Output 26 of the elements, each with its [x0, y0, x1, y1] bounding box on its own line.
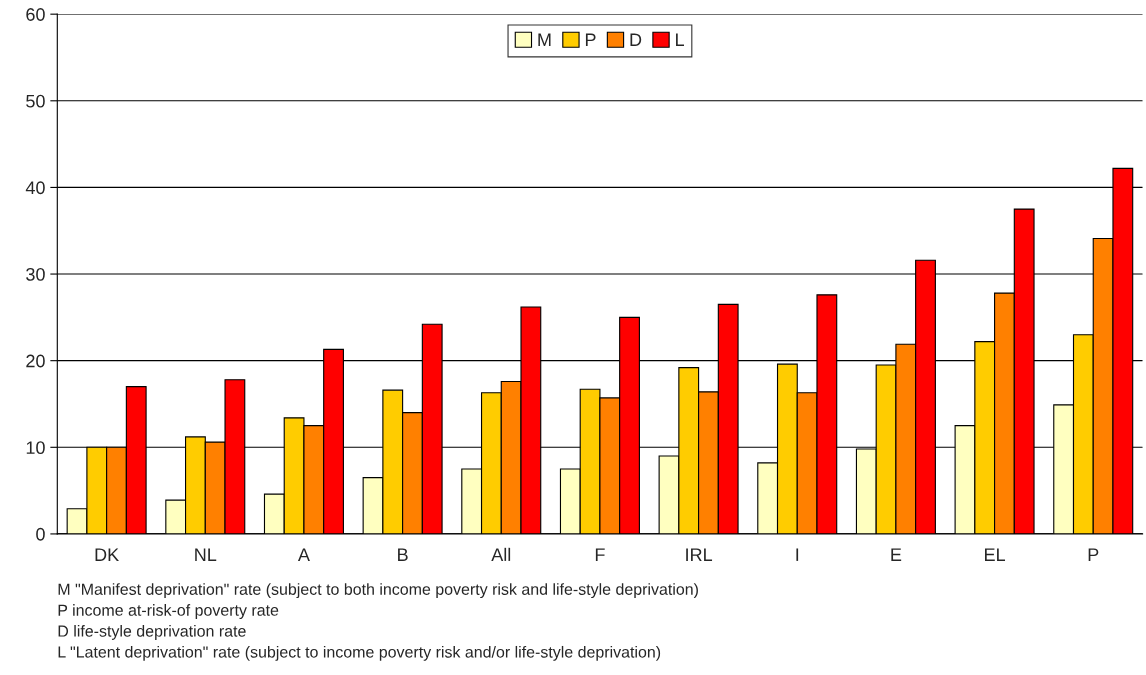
x-tick-label: NL — [195, 548, 217, 561]
legend-label: D — [630, 33, 642, 46]
x-tick-label: EL — [985, 548, 1006, 561]
x-tick-label: A — [297, 548, 310, 561]
x-tick-label: P — [1088, 548, 1099, 561]
x-tick-label: I — [796, 548, 799, 561]
y-tick-label: 40 — [25, 181, 45, 195]
legend-label: L — [676, 33, 684, 46]
x-tick-label: DK — [95, 548, 119, 561]
text: L "Latent deprivation" rate (subject to income poverty risk and/or life-style deprivation) — [58, 645, 661, 661]
y-tick-label: 0 — [36, 527, 45, 541]
y-tick-label: 50 — [26, 94, 45, 108]
y-tick-label: 30 — [26, 267, 45, 281]
x-tick-label: B — [398, 548, 408, 561]
y-tick-label: 10 — [26, 441, 45, 455]
x-tick-label: E — [891, 548, 902, 561]
y-tick-label: 20 — [26, 354, 45, 368]
text: M "Manifest deprivation" rate (subject to both income poverty risk and life-style deprivation) — [58, 583, 698, 599]
legend-label: P — [585, 33, 596, 46]
text: D life-style deprivation rate — [58, 625, 246, 640]
text: P income at-risk-of poverty rate — [58, 604, 279, 619]
x-tick-label: IRL — [686, 548, 713, 561]
y-tick-label: 60 — [26, 8, 45, 21]
x-tick-label: F — [595, 548, 605, 561]
x-tick-label: All — [491, 547, 511, 561]
legend-label: M — [538, 33, 551, 46]
